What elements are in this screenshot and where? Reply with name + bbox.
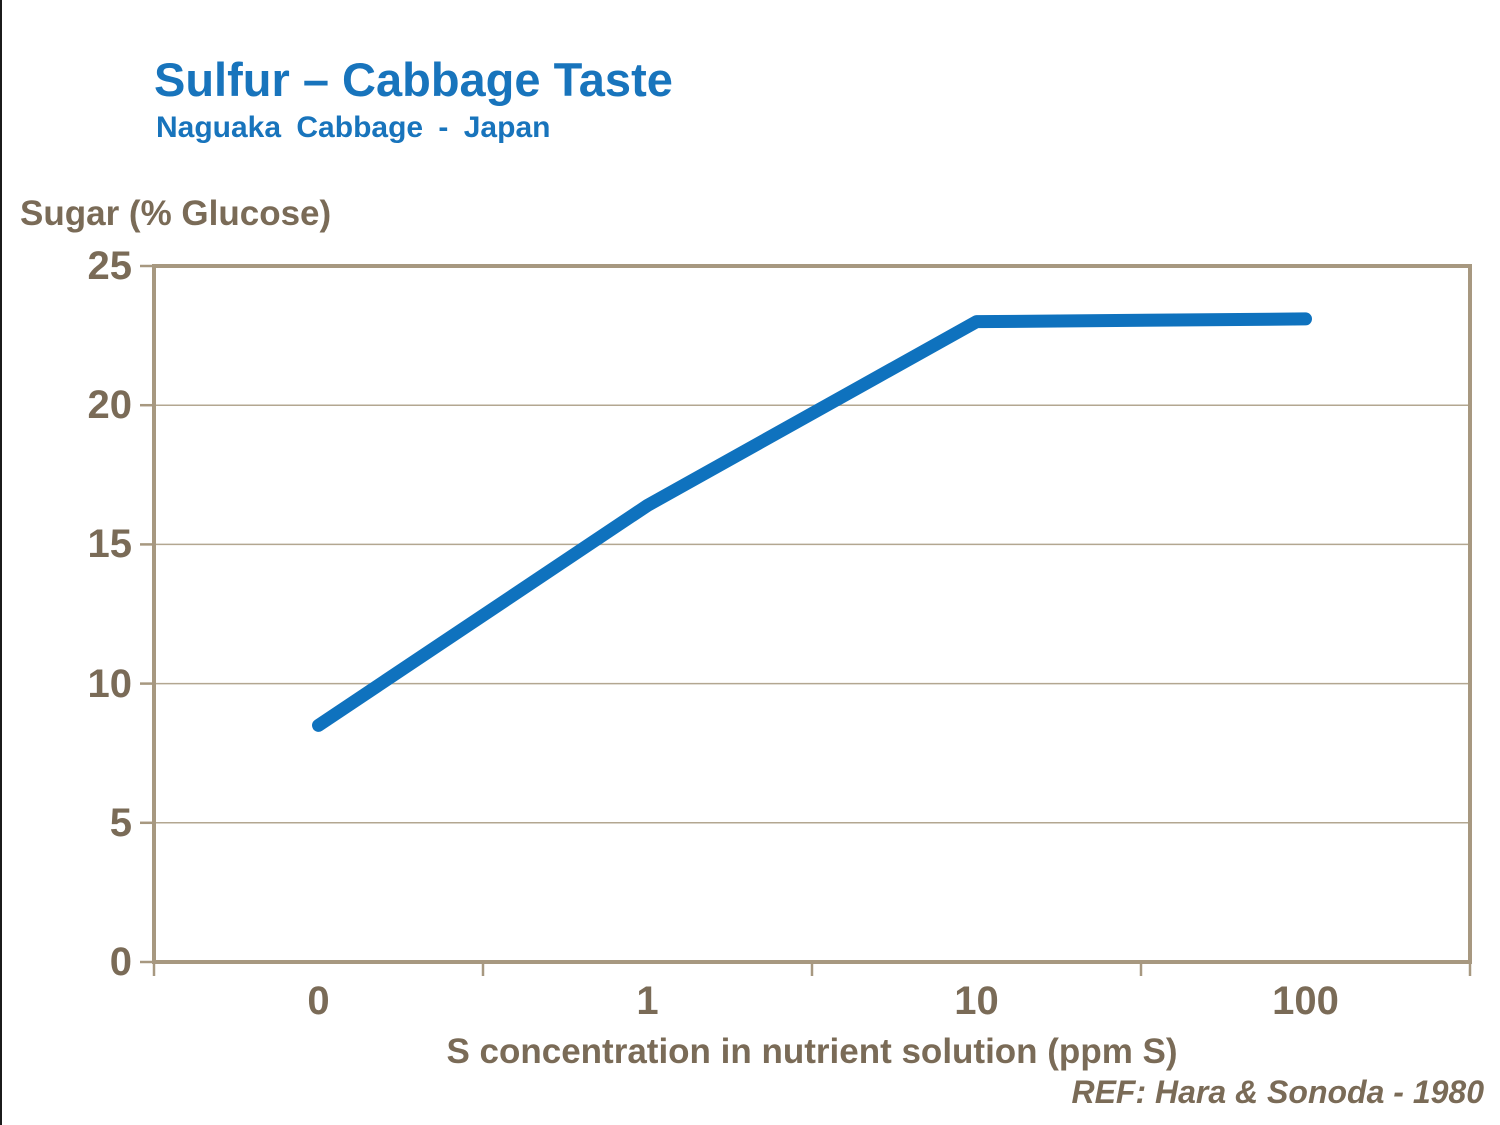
y-tick-label: 20 (87, 383, 133, 428)
chart-title: Sulfur – Cabbage Taste (154, 53, 673, 106)
plot-frame (152, 264, 1472, 964)
y-tick-label: 15 (87, 522, 133, 567)
x-tick-label: 100 (1272, 979, 1339, 1023)
x-tick-label: 0 (307, 979, 330, 1023)
y-tick-label: 0 (109, 940, 132, 984)
chart-subtitle: Naguaka Cabbage - Japan (156, 111, 551, 144)
y-tick-label: 25 (87, 244, 133, 288)
y-tick-label: 5 (109, 800, 132, 845)
x-tick-label: 10 (954, 979, 999, 1023)
y-tick-label: 10 (87, 661, 133, 706)
x-tick-label: 1 (636, 979, 659, 1023)
left-edge-line (0, 0, 2, 1125)
x-axis-title: S concentration in nutrient solution (pp… (446, 1032, 1178, 1071)
reference-citation: REF: Hara & Sonoda - 1980 (1071, 1074, 1484, 1110)
data-line-sugar-glucose- (312, 312, 1312, 732)
y-axis-title: Sugar (% Glucose) (20, 194, 332, 233)
